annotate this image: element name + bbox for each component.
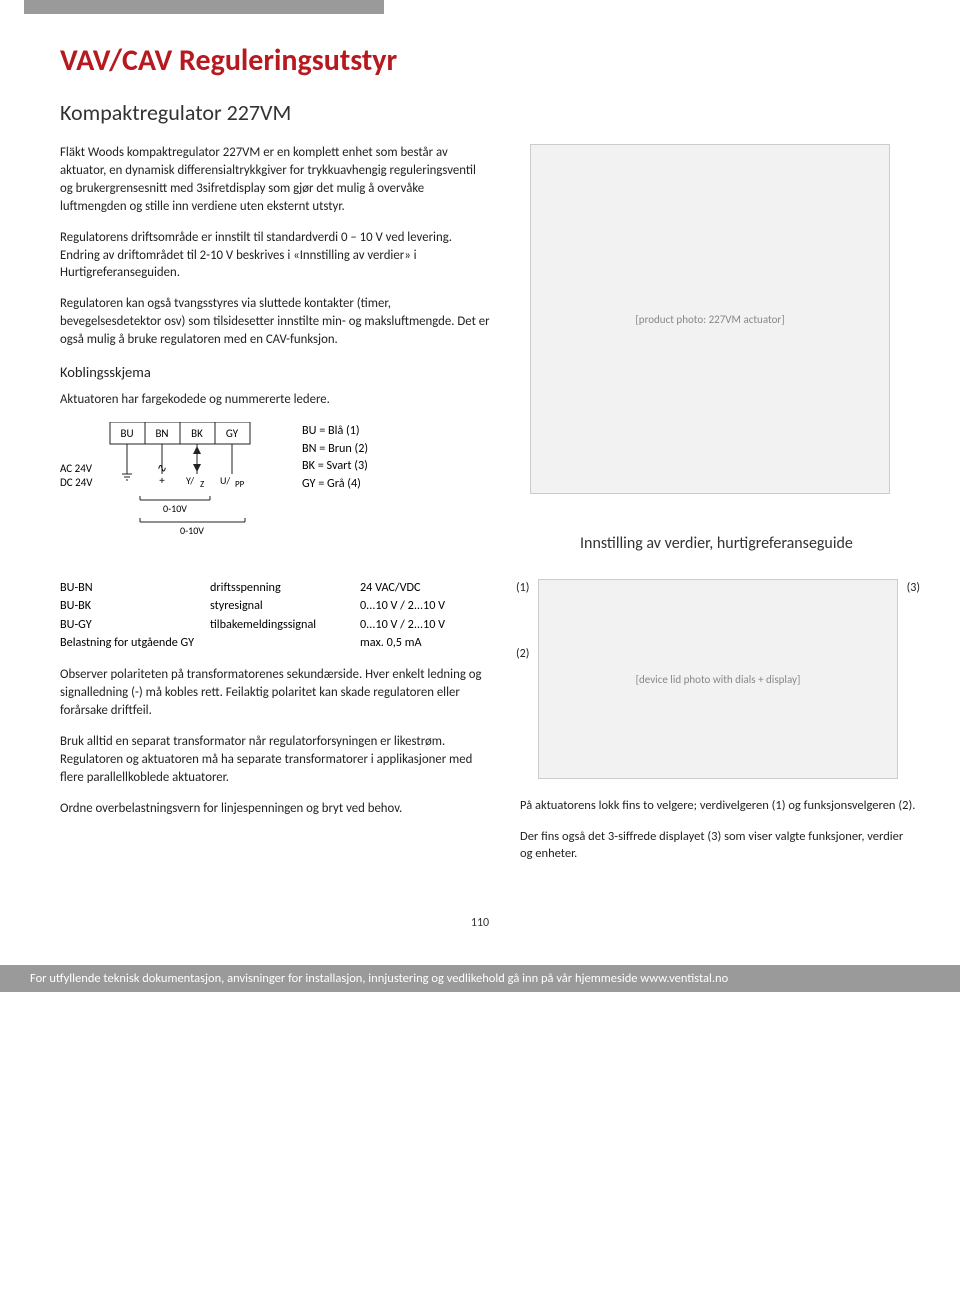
intro-p3: Regulatoren kan også tvangsstyres via sl…	[60, 295, 490, 349]
svg-text:Y/: Y/	[186, 474, 194, 487]
wiring-heading: Koblingsskjema	[60, 363, 490, 381]
svg-text:Z: Z	[200, 479, 204, 490]
hdr-gy: GY	[226, 427, 239, 440]
caption-p2: Der fins også det 3-siffrede displayet (…	[520, 828, 916, 863]
callout-1: (1)	[516, 581, 529, 595]
svg-text:DC 24V: DC 24V	[60, 476, 93, 489]
page-title: VAV/CAV Reguleringsutstyr	[60, 42, 900, 79]
signals-p3: Ordne overbelastningsvern for linjespenn…	[60, 800, 490, 818]
wiring-diagram: BU BN BK GY	[60, 422, 280, 542]
footer-text: For utfyllende teknisk dokumentasjon, an…	[30, 971, 728, 986]
footer-bar: For utfyllende teknisk dokumentasjon, an…	[0, 965, 960, 992]
intro-p2: Regulatorens driftsområde er innstilt ti…	[60, 229, 490, 283]
svg-text:U/: U/	[220, 474, 230, 487]
product-photo-alt: [product photo: 227VM actuator]	[635, 313, 784, 326]
device-lid-photo: [device lid photo with dials + display]	[538, 579, 898, 779]
callout-3: (3)	[907, 581, 920, 595]
table-row: BU-BK styresignal 0...10 V / 2...10 V	[60, 597, 490, 615]
hdr-bk: BK	[191, 427, 203, 440]
hdr-bn: BN	[155, 427, 168, 440]
svg-text:0-10V: 0-10V	[180, 524, 204, 537]
signals-p2: Bruk alltid en separat transformator når…	[60, 733, 490, 787]
legend-gy: GY = Grå (4)	[302, 475, 368, 493]
wire-legend: BU = Blå (1) BN = Brun (2) BK = Svart (3…	[302, 422, 368, 493]
wiring-note: Aktuatoren har fargekodede og nummererte…	[60, 391, 490, 409]
device-photo-alt: [device lid photo with dials + display]	[636, 673, 801, 686]
table-row: BU-GY tilbakemeldingssignal 0...10 V / 2…	[60, 616, 490, 634]
section-tab	[24, 0, 384, 14]
callout-2: (2)	[516, 647, 529, 661]
table-row: Belastning for utgående GY max. 0,5 mA	[60, 634, 490, 652]
legend-bu: BU = Blå (1)	[302, 422, 368, 440]
signals-p1: Observer polariteten på transformatorene…	[60, 666, 490, 720]
legend-bk: BK = Svart (3)	[302, 457, 368, 475]
legend-bn: BN = Brun (2)	[302, 440, 368, 458]
page-subtitle: Kompaktregulator 227VM	[60, 99, 900, 126]
signal-table: BU-BN driftsspenning 24 VAC/VDC BU-BK st…	[60, 579, 490, 652]
svg-text:PP: PP	[235, 479, 245, 490]
product-photo: [product photo: 227VM actuator]	[530, 144, 890, 494]
caption-p1: På aktuatorens lokk fins to velgere; ver…	[520, 797, 916, 815]
values-heading: Innstilling av verdier, hurtigreferanseg…	[580, 534, 900, 553]
svg-text:0-10V: 0-10V	[163, 502, 187, 515]
svg-text:AC 24V: AC 24V	[60, 462, 93, 475]
intro-p1: Fläkt Woods kompaktregulator 227VM er en…	[60, 144, 490, 216]
svg-text:+: +	[159, 474, 165, 487]
page-number: 110	[0, 916, 960, 930]
hdr-bu: BU	[120, 427, 133, 440]
table-row: BU-BN driftsspenning 24 VAC/VDC	[60, 579, 490, 597]
